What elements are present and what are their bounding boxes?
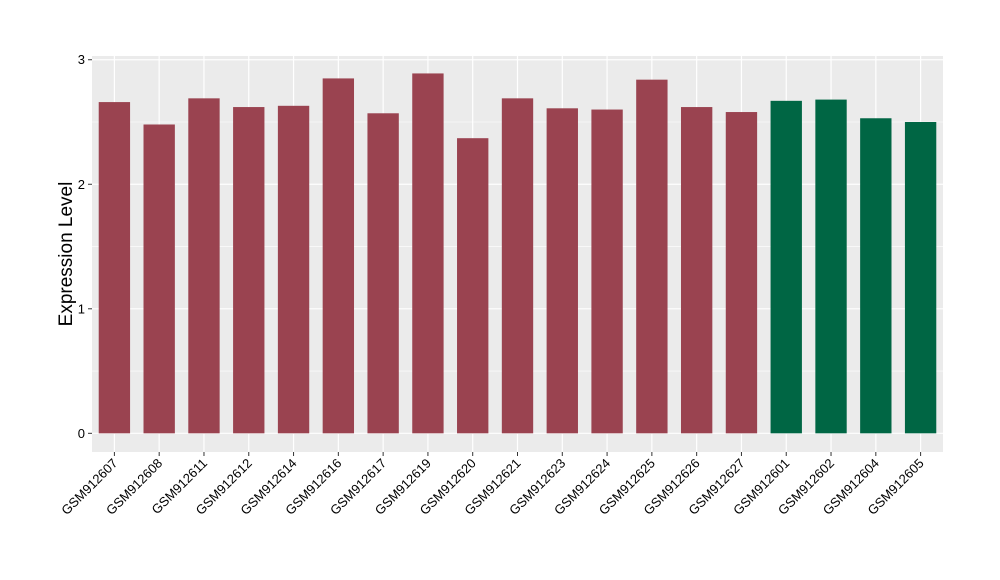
bar-GSM912601 xyxy=(770,100,802,434)
y-axis: 0 1 2 3 xyxy=(78,52,92,441)
bar-GSM912614 xyxy=(277,105,310,434)
bar-GSM912604 xyxy=(860,118,892,434)
bar-GSM912607 xyxy=(98,102,131,434)
y-axis-title: Expression Level xyxy=(56,182,77,327)
bar-GSM912623 xyxy=(546,108,578,434)
bar-GSM912602 xyxy=(815,99,847,434)
bar-GSM912620 xyxy=(457,138,489,434)
bar-GSM912624 xyxy=(591,109,623,434)
bar-GSM912621 xyxy=(501,98,534,434)
bar-GSM912611 xyxy=(188,98,220,434)
bar-GSM912608 xyxy=(143,124,175,434)
x-axis: GSM912607GSM912608GSM912611GSM912612GSM9… xyxy=(58,452,927,518)
bar-GSM912617 xyxy=(367,113,399,434)
bar-GSM912627 xyxy=(725,112,758,434)
y-tick-label: 0 xyxy=(78,426,85,441)
bar-GSM912605 xyxy=(904,122,937,434)
bar-GSM912612 xyxy=(233,107,265,434)
bar-GSM912619 xyxy=(412,73,444,434)
bars-group xyxy=(98,73,937,434)
bar-GSM912625 xyxy=(636,79,668,434)
y-tick-label: 3 xyxy=(78,52,85,67)
y-tick-label: 2 xyxy=(78,177,85,192)
bar-GSM912616 xyxy=(322,78,355,434)
y-tick-label: 1 xyxy=(78,301,85,316)
bar-GSM912626 xyxy=(680,107,713,434)
